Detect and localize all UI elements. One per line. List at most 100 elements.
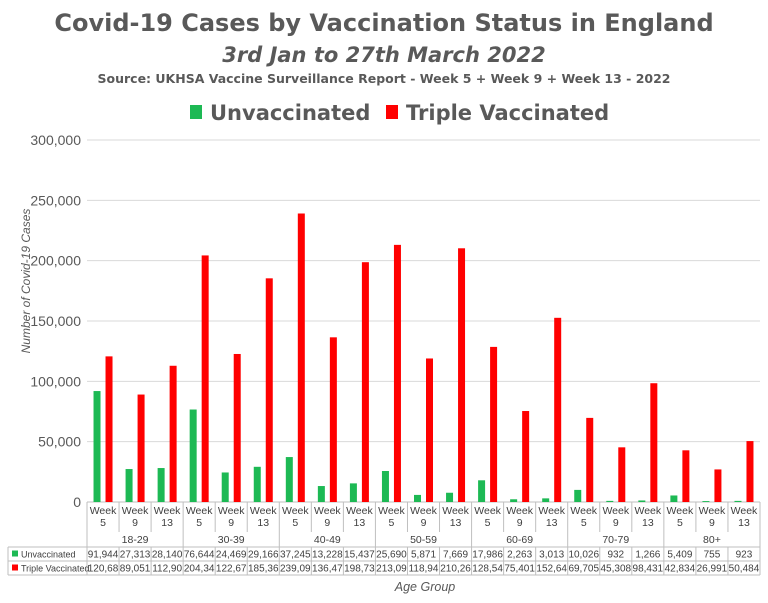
bar-unvaccinated xyxy=(221,472,229,502)
x-tick-label: 9 xyxy=(421,517,427,529)
x-tick-label: 9 xyxy=(613,517,619,529)
data-label: 136,47 xyxy=(312,564,343,575)
data-label: 15,437 xyxy=(344,550,375,561)
data-label: 210,26 xyxy=(440,564,471,575)
x-tick-label: 13 xyxy=(546,517,558,529)
bar-triple-vaccinated xyxy=(618,447,626,502)
group-label: 40-49 xyxy=(314,534,341,546)
legend-label-unvaccinated: Unvaccinated xyxy=(210,101,370,125)
bar-triple-vaccinated xyxy=(458,248,466,502)
data-label: 17,986 xyxy=(472,550,503,561)
x-tick-label: 5 xyxy=(677,517,683,529)
legend: Unvaccinated Triple Vaccinated xyxy=(190,101,609,125)
legend-swatch-triple-vaccinated xyxy=(386,105,398,119)
bar-unvaccinated xyxy=(542,498,550,502)
data-label: 5,409 xyxy=(667,550,692,561)
bar-unvaccinated xyxy=(93,391,101,502)
x-tick-label: Week xyxy=(250,505,277,517)
table-row-label: Triple Vaccinated xyxy=(21,564,90,574)
legend-swatch-unvaccinated xyxy=(190,105,202,119)
x-tick-label: 13 xyxy=(738,517,750,529)
bar-triple-vaccinated xyxy=(522,411,530,502)
data-label: 128,54 xyxy=(472,564,503,575)
x-tick-label: 9 xyxy=(324,517,330,529)
x-tick-label: Week xyxy=(314,505,341,517)
bar-triple-vaccinated xyxy=(361,262,369,502)
bar-unvaccinated xyxy=(574,489,582,502)
x-tick-label: 9 xyxy=(132,517,138,529)
x-tick-label: Week xyxy=(282,505,309,517)
y-axis-ticks: 0 50,000 100,000 150,000 200,000 250,000 300,0… xyxy=(30,132,81,510)
data-label: 7,669 xyxy=(443,550,468,561)
data-label: 24,469 xyxy=(216,550,247,561)
x-tick-label: 5 xyxy=(485,517,491,529)
x-tick-label: Week xyxy=(378,505,405,517)
data-label: 3,013 xyxy=(539,550,564,561)
y-tick-label: 50,000 xyxy=(38,434,81,450)
bar-triple-vaccinated xyxy=(105,356,113,502)
x-tick-label: Week xyxy=(218,505,245,517)
x-tick-label: Week xyxy=(570,505,597,517)
legend-label-triple-vaccinated: Triple Vaccinated xyxy=(406,101,609,125)
x-tick-label: Week xyxy=(186,505,213,517)
x-tick-label: 13 xyxy=(354,517,366,529)
data-label: 45,308 xyxy=(600,564,631,575)
x-tick-label: 5 xyxy=(100,517,106,529)
bar-unvaccinated xyxy=(446,492,454,502)
table-legend-key xyxy=(12,564,18,571)
data-table: Week5Week9Week13Week5Week9Week13Week5Wee… xyxy=(7,502,761,576)
data-label: 152,64 xyxy=(536,564,567,575)
bar-triple-vaccinated xyxy=(650,383,658,502)
bar-triple-vaccinated xyxy=(586,417,594,502)
data-label: 26,991 xyxy=(697,564,728,575)
x-tick-label: Week xyxy=(635,505,662,517)
bar-unvaccinated xyxy=(734,500,742,502)
data-label: 76,644 xyxy=(184,550,215,561)
data-label: 13,228 xyxy=(312,550,343,561)
chart-subtitle: 3rd Jan to 27th March 2022 xyxy=(222,43,545,67)
bar-triple-vaccinated xyxy=(329,337,337,502)
bar-triple-vaccinated xyxy=(714,469,722,502)
bar-triple-vaccinated xyxy=(393,244,401,502)
group-label: 50-59 xyxy=(410,534,437,546)
group-label: 18-29 xyxy=(122,534,149,546)
x-tick-label: Week xyxy=(474,505,501,517)
data-label: 185,36 xyxy=(248,564,279,575)
chart-source: Source: UKHSA Vaccine Surveillance Repor… xyxy=(98,71,671,86)
bar-triple-vaccinated xyxy=(426,358,433,502)
data-label: 112,90 xyxy=(152,564,182,575)
x-tick-label: 5 xyxy=(581,517,587,529)
data-label: 98,431 xyxy=(633,564,664,575)
bar-triple-vaccinated xyxy=(201,255,209,502)
y-tick-label: 0 xyxy=(73,494,81,510)
bar-triple-vaccinated xyxy=(682,450,690,502)
bar-triple-vaccinated xyxy=(297,213,305,503)
data-label: 239,09 xyxy=(280,564,311,575)
data-label: 89,051 xyxy=(120,564,151,575)
x-tick-label: Week xyxy=(538,505,565,517)
bar-unvaccinated xyxy=(189,409,197,502)
bar-unvaccinated xyxy=(414,494,421,502)
data-label: 42,834 xyxy=(665,564,696,575)
x-tick-label: 13 xyxy=(161,517,173,529)
x-tick-label: Week xyxy=(442,505,469,517)
bar-unvaccinated xyxy=(606,500,614,502)
bar-triple-vaccinated xyxy=(746,441,754,502)
bar-unvaccinated xyxy=(702,501,710,502)
data-label: 213,09 xyxy=(376,564,407,575)
bar-triple-vaccinated xyxy=(233,353,241,502)
x-tick-label: 5 xyxy=(196,517,202,529)
table-legend-key xyxy=(12,550,18,557)
x-tick-label: Week xyxy=(90,505,117,517)
y-tick-label: 300,000 xyxy=(30,132,81,148)
data-label: 198,73 xyxy=(344,564,375,575)
x-axis-title: Age Group xyxy=(394,580,456,594)
x-tick-label: 13 xyxy=(257,517,269,529)
x-tick-label: Week xyxy=(346,505,373,517)
data-label: 27,313 xyxy=(120,550,151,561)
data-label: 122,67 xyxy=(216,564,247,575)
x-tick-label: Week xyxy=(122,505,149,517)
chart-title: Covid-19 Cases by Vaccination Status in … xyxy=(54,9,713,37)
data-label: 204,34 xyxy=(184,564,215,575)
group-label: 30-39 xyxy=(218,534,245,546)
